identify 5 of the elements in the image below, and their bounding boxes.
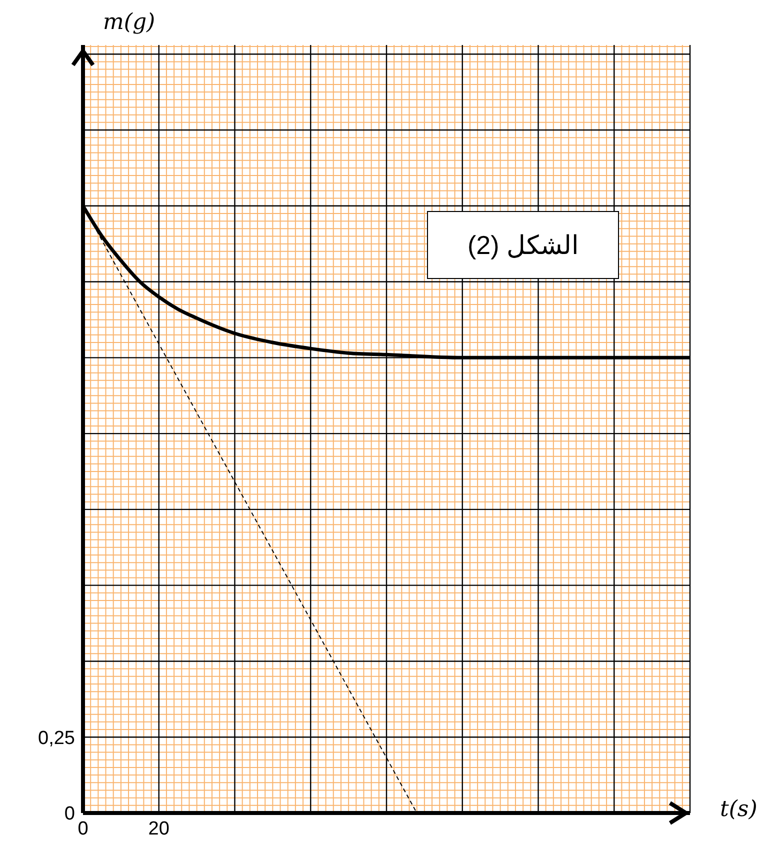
y-axis-title: m(g) bbox=[103, 10, 156, 35]
x-axis-title: t(s) bbox=[720, 797, 758, 822]
annotation: الشكل (2) bbox=[427, 211, 619, 279]
y-tick-label: 0,25 bbox=[38, 728, 75, 749]
x-tick-label: 20 bbox=[148, 818, 170, 840]
